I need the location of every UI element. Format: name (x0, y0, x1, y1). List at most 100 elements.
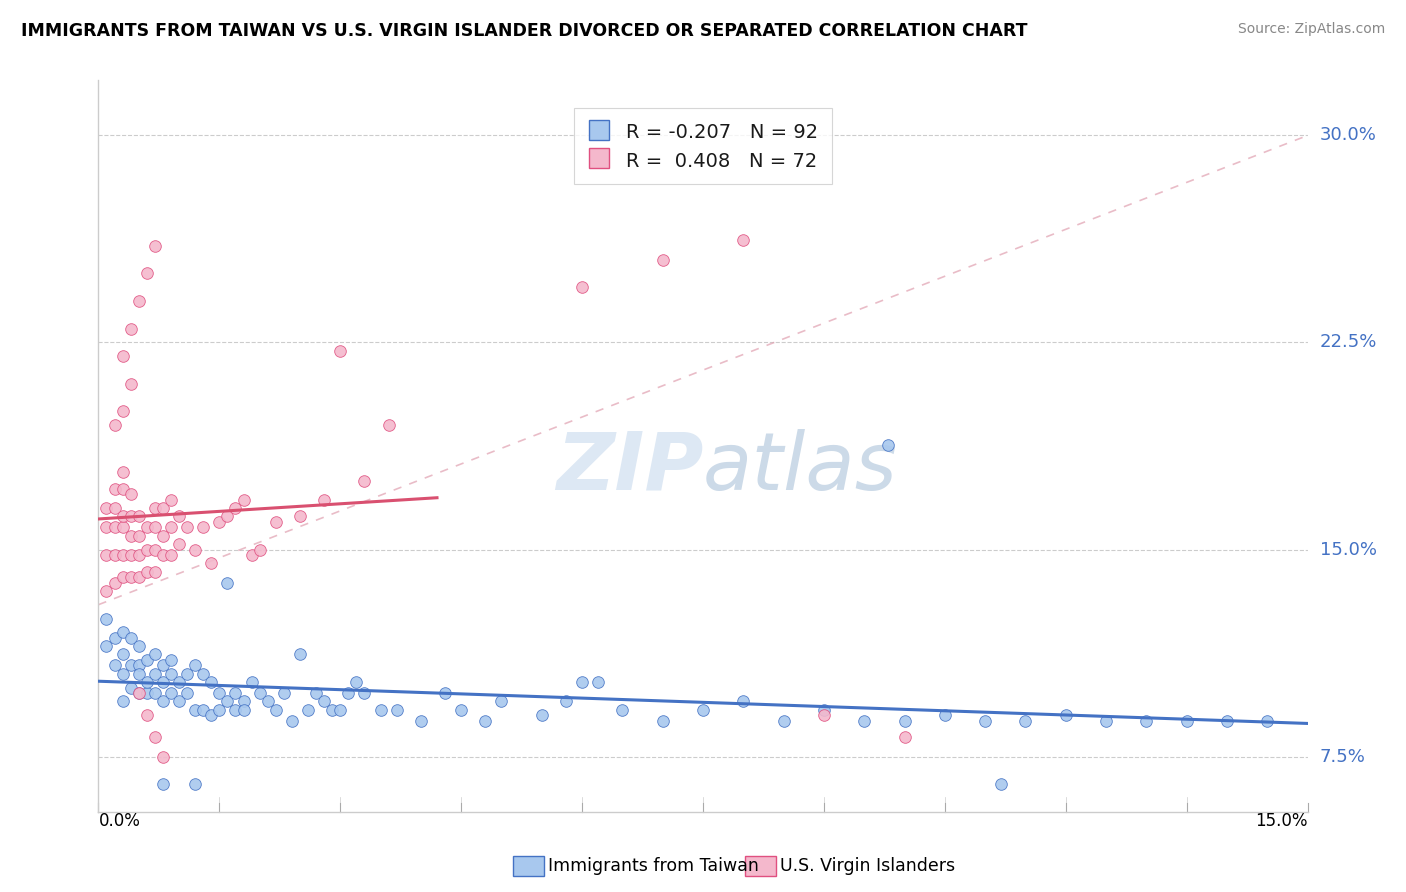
Point (264, 515, 287, 529)
Point (193, 703, 215, 717)
Point (1175, 714, 1198, 728)
Point (184, 658, 207, 673)
Point (111, 509, 134, 524)
Point (240, 548, 263, 562)
Point (152, 675, 174, 690)
Point (128, 639, 150, 653)
Point (152, 501, 174, 516)
Point (160, 548, 183, 562)
Point (314, 694, 336, 708)
Point (143, 686, 166, 700)
Point (813, 703, 835, 717)
Point (288, 648, 311, 662)
Point (103, 658, 125, 673)
Point (321, 703, 343, 717)
Point (152, 548, 174, 562)
Point (853, 714, 876, 728)
Point (111, 465, 134, 479)
Point (772, 714, 794, 728)
Point (314, 492, 336, 507)
Point (120, 487, 142, 501)
Point (120, 376, 142, 391)
Point (256, 694, 278, 708)
Point (152, 694, 174, 708)
Point (612, 703, 634, 717)
Point (297, 703, 319, 717)
Point (103, 575, 125, 590)
Point (232, 694, 254, 708)
Point (111, 404, 134, 418)
Point (160, 492, 183, 507)
Point (120, 631, 142, 645)
Point (103, 520, 125, 534)
Point (128, 294, 150, 309)
Point (103, 631, 125, 645)
Point (128, 509, 150, 524)
Point (329, 343, 352, 358)
Point (208, 703, 231, 717)
Point (249, 542, 271, 557)
Point (974, 714, 997, 728)
Point (135, 653, 157, 667)
Point (184, 703, 207, 717)
Point (273, 686, 295, 700)
Point (160, 653, 183, 667)
Point (281, 714, 304, 728)
Point (120, 681, 142, 695)
Point (143, 730, 166, 744)
Point (96, 611, 118, 625)
Point (96, 520, 118, 534)
Point (450, 703, 472, 717)
Point (200, 557, 222, 571)
Point (143, 520, 166, 534)
Point (232, 492, 254, 507)
Point (305, 686, 328, 700)
Point (586, 675, 609, 690)
Point (128, 570, 150, 584)
Text: 15.0%: 15.0% (1256, 812, 1308, 830)
Point (224, 686, 246, 700)
Point (96, 583, 118, 598)
Point (264, 703, 287, 717)
Text: 30.0%: 30.0% (1320, 127, 1376, 145)
Text: 0.0%: 0.0% (98, 812, 141, 830)
Point (103, 418, 125, 433)
Point (193, 520, 215, 534)
Point (152, 529, 174, 543)
Point (1216, 714, 1239, 728)
Point (111, 520, 134, 534)
Point (143, 501, 166, 516)
Text: U.S. Virgin Islanders: U.S. Virgin Islanders (780, 857, 956, 875)
Point (176, 520, 198, 534)
Point (208, 686, 231, 700)
Point (1014, 714, 1036, 728)
Point (128, 529, 150, 543)
Point (409, 714, 432, 728)
Point (1054, 708, 1077, 723)
Point (135, 542, 157, 557)
Point (1095, 714, 1118, 728)
Point (176, 666, 198, 681)
Point (128, 666, 150, 681)
Point (240, 675, 263, 690)
Point (353, 686, 375, 700)
Point (530, 708, 553, 723)
Point (217, 694, 239, 708)
Point (135, 708, 157, 723)
Point (96, 548, 118, 562)
Point (217, 575, 239, 590)
Point (152, 749, 174, 764)
Point (200, 708, 222, 723)
Point (733, 694, 755, 708)
Point (152, 777, 174, 791)
Point (571, 675, 593, 690)
Text: 15.0%: 15.0% (1320, 541, 1376, 558)
Point (160, 666, 183, 681)
Point (128, 686, 150, 700)
Point (167, 509, 190, 524)
Point (111, 349, 134, 363)
Point (135, 520, 157, 534)
Point (167, 694, 190, 708)
Point (232, 703, 254, 717)
Point (143, 239, 166, 253)
